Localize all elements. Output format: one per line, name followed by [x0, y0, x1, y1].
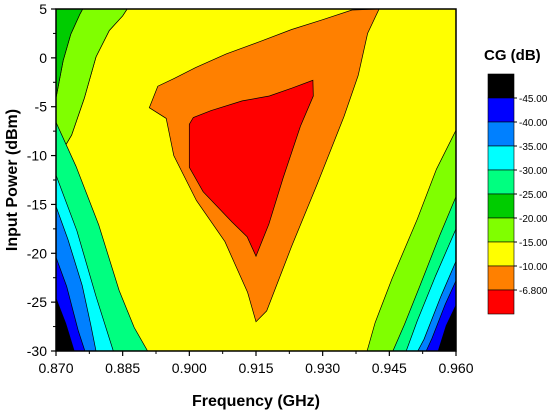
contour-region-8: [56, 298, 75, 351]
x-tick-label: 0.885: [105, 360, 140, 376]
legend-swatch: [487, 289, 515, 315]
x-tick-label: 0.960: [438, 360, 473, 376]
contour-fills: [56, 9, 456, 351]
legend-swatch: [487, 145, 515, 171]
legend-label: -20.00: [519, 214, 548, 225]
y-tick-label: -30: [27, 343, 47, 359]
legend-swatch: [487, 241, 515, 267]
contour-region-3: [56, 9, 84, 351]
y-tick-label: -25: [27, 294, 47, 310]
legend-swatch: [487, 265, 515, 291]
x-axis-title: Frequency (GHz): [192, 393, 320, 410]
x-axis: 0.870 0.885 0.900 0.915 0.930 0.945 0.960: [38, 351, 474, 376]
y-tick-label: 0: [39, 50, 47, 66]
legend-label: -45.00: [519, 94, 548, 105]
legend-swatch: [487, 217, 515, 243]
contour-region-16: [188, 79, 314, 258]
legend-label: -10.00: [519, 262, 548, 273]
legend-label: -15.00: [519, 238, 548, 249]
legend-title: CG (dB): [484, 47, 541, 64]
legend-label: -40.00: [519, 118, 548, 129]
legend-label: -6.800: [519, 286, 548, 297]
x-tick-label: 0.945: [372, 360, 407, 376]
legend-swatch: [487, 97, 515, 123]
y-tick-label: -15: [27, 196, 47, 212]
y-tick-label: -5: [35, 99, 48, 115]
legend-label: -35.00: [519, 142, 548, 153]
y-tick-label: 5: [39, 1, 47, 17]
x-tick-label: 0.930: [305, 360, 340, 376]
x-tick-label: 0.870: [38, 360, 73, 376]
legend-label: -25.00: [519, 190, 548, 201]
y-axis-title: Input Power (dBm): [4, 109, 21, 251]
legend-swatch: [487, 121, 515, 147]
y-tick-label: -10: [27, 148, 47, 164]
contour-region-14: [437, 304, 456, 351]
legend-swatch: [487, 73, 515, 99]
color-legend: -45.00 -40.00 -35.00 -30.00 -25.00 -20.00 -15.…: [487, 73, 548, 315]
x-tick-label: 0.915: [238, 360, 273, 376]
y-tick-label: -20: [27, 245, 47, 261]
y-axis: 5 0 -5 -10 -15 -20 -25 -30: [27, 1, 56, 359]
legend-swatch: [487, 193, 515, 219]
legend-swatch: [487, 169, 515, 195]
x-tick-label: 0.900: [172, 360, 207, 376]
legend-label: -30.00: [519, 166, 548, 177]
